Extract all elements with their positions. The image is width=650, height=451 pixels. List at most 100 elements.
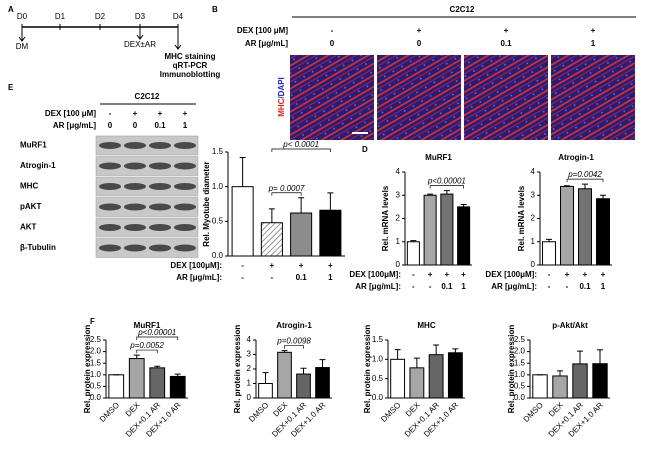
bar — [578, 188, 592, 266]
significance-bracket — [284, 345, 304, 349]
row-label: DEX [100 μM] — [45, 109, 96, 118]
y-axis-label: Rel. protein expression — [233, 325, 242, 414]
y-axis-label: Rel. protein expression — [83, 325, 92, 414]
blot-band — [149, 203, 171, 211]
error-bar — [413, 357, 420, 368]
blot-band — [149, 162, 171, 170]
y-tick-label: 3 — [247, 350, 252, 359]
error-bar — [600, 194, 606, 199]
error-bar — [452, 348, 459, 353]
readout-label: Immunoblotting — [160, 70, 221, 79]
row-value: + — [504, 26, 509, 35]
error-bar — [597, 349, 603, 364]
y-tick-label: 0.5 — [212, 216, 224, 225]
condition-value: + — [428, 270, 433, 279]
chart-title: Atrogin-1 — [276, 321, 312, 330]
condition-label: AR [μg/mL]: — [491, 282, 537, 291]
row-value: 1 — [591, 39, 596, 48]
bar — [572, 363, 588, 399]
blot-strip — [95, 176, 199, 197]
bar — [315, 367, 330, 399]
y-tick-label: 0.5 — [90, 382, 102, 391]
bar — [258, 383, 273, 399]
error-bar — [298, 197, 305, 214]
chart-title: MHC — [417, 321, 435, 330]
y-tick-label: 1.0 — [90, 370, 102, 379]
row-value: + — [591, 26, 596, 35]
condition-value: 1 — [461, 282, 466, 291]
protein-label: Atrogin-1 — [20, 161, 56, 170]
x-tick-label: DMSO — [247, 401, 270, 424]
row-value: 0 — [417, 39, 422, 48]
blot-band — [124, 162, 146, 170]
condition-value: 0.1 — [579, 282, 591, 291]
error-bar — [460, 204, 467, 207]
y-tick-label: 0 — [396, 260, 401, 269]
y-tick-label: 1.0 — [212, 182, 224, 191]
bar — [231, 186, 254, 257]
condition-label: AR [μg/mL]: — [176, 273, 222, 282]
bar — [423, 194, 437, 266]
bar — [390, 358, 406, 399]
error-bar — [433, 344, 440, 355]
condition-value: - — [548, 282, 551, 291]
row-value: + — [133, 109, 138, 118]
blot-band — [174, 142, 196, 149]
bar — [428, 354, 444, 399]
row-value: 0 — [133, 121, 138, 130]
stain-part: MHC — [277, 98, 286, 116]
y-tick-label: 4 — [531, 167, 536, 176]
y-tick-label: 1.0 — [514, 370, 526, 379]
blot-band — [124, 244, 146, 252]
row-label: DEX [100 μM] — [237, 26, 288, 35]
y-tick-label: 1.5 — [90, 358, 102, 367]
y-tick-label: 0.0 — [372, 393, 384, 402]
readout-label: MHC staining — [164, 52, 215, 61]
bar — [592, 363, 608, 399]
y-tick-label: 0 — [531, 260, 536, 269]
condition-value: - — [548, 270, 551, 279]
blot-band — [99, 244, 121, 252]
error-bar — [577, 350, 583, 364]
bar — [457, 206, 471, 266]
stain-label: MHC/DAPI — [277, 77, 286, 117]
treatment-label: DEX±AR — [124, 40, 156, 49]
arrow — [18, 30, 26, 42]
row-value: 0 — [108, 121, 113, 130]
y-tick-label: 1.5 — [372, 335, 384, 344]
condition-value: + — [445, 270, 450, 279]
condition-value: + — [299, 261, 304, 270]
bar — [552, 375, 568, 399]
y-tick-label: 1.0 — [372, 354, 384, 363]
y-tick-label: 2.0 — [514, 347, 526, 356]
y-tick-label: 0.5 — [372, 374, 384, 383]
chart-title: MuRF1 — [425, 153, 452, 162]
row-value: 0 — [330, 39, 335, 48]
blot-strip — [95, 135, 199, 156]
blot-band — [99, 142, 121, 149]
row-value: 0.1 — [500, 39, 512, 48]
condition-value: - — [429, 282, 432, 291]
y-tick-label: 3 — [531, 190, 536, 199]
blot-band — [124, 203, 146, 211]
blot-band — [149, 183, 171, 190]
error-bar — [268, 208, 275, 223]
error-bar — [564, 185, 570, 187]
y-tick-label: 2 — [396, 214, 401, 223]
blot-band — [124, 224, 146, 231]
x-tick-label: DMSO — [379, 401, 402, 424]
stain-part: /DAPI — [277, 77, 286, 98]
row-label: AR [μg/mL] — [53, 121, 96, 130]
panel-label: B — [212, 5, 218, 14]
significance-bracket — [136, 349, 158, 354]
arrow — [136, 30, 144, 40]
y-axis-label: Rel. mRNA levels — [381, 185, 390, 251]
blot-strip — [95, 217, 199, 238]
y-tick-label: 3 — [396, 190, 401, 199]
significance-bracket — [429, 185, 464, 189]
row-value: + — [183, 109, 188, 118]
significance-bracket — [136, 336, 179, 340]
day-label: D0 — [17, 12, 28, 21]
chart-title: MuRF1 — [134, 321, 161, 330]
